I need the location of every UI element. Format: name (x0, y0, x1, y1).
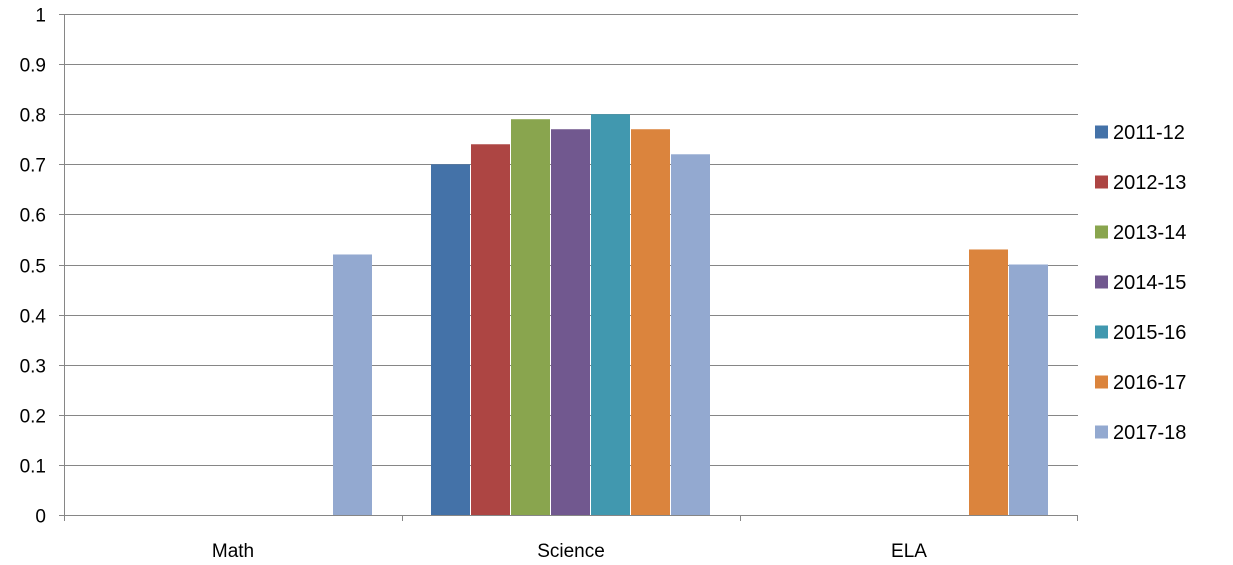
legend-swatch (1095, 375, 1108, 389)
category-label: Science (537, 541, 605, 562)
y-tick-label: 0.6 (20, 206, 46, 227)
bar-ela-2016-17 (969, 249, 1008, 515)
legend-swatch (1095, 125, 1108, 139)
bar-science-2015-16 (591, 114, 630, 515)
legend-label: 2016-17 (1113, 372, 1186, 394)
legend-label: 2017-18 (1113, 422, 1186, 444)
y-tick-label: 0 (35, 507, 46, 528)
legend-swatch (1095, 275, 1108, 289)
bar-math-2017-18 (333, 254, 372, 516)
legend-label: 2014-15 (1113, 272, 1186, 294)
bar-science-2012-13 (471, 144, 510, 515)
legend: 2011-12 2012-13 2013-14 2014-15 2015-16 2016-… (1095, 122, 1186, 444)
bars (333, 114, 1048, 516)
y-tick-label: 0.9 (20, 56, 46, 77)
y-tick-label: 0.7 (20, 156, 46, 177)
y-tick-labels: 0 0.1 0.2 0.3 0.4 0.5 0.6 0.7 0.8 0.9 1 (20, 6, 47, 528)
legend-label: 2013-14 (1113, 222, 1186, 244)
legend-label: 2015-16 (1113, 322, 1186, 344)
y-tick-label: 0.5 (20, 257, 46, 278)
y-tick-label: 0.4 (20, 307, 47, 328)
y-tick-label: 0.1 (20, 457, 46, 478)
axes (59, 14, 1078, 521)
y-tick-label: 0.2 (20, 407, 46, 428)
y-tick-label: 0.8 (20, 106, 46, 127)
bar-science-2014-15 (551, 129, 590, 516)
category-label: ELA (891, 541, 927, 562)
legend-label: 2011-12 (1113, 122, 1185, 144)
bar-science-2016-17 (631, 129, 670, 516)
legend-swatch (1095, 225, 1108, 239)
legend-swatch (1095, 325, 1108, 339)
legend-label: 2012-13 (1113, 172, 1186, 194)
y-tick-label: 0.3 (20, 357, 46, 378)
bar-science-2017-18 (671, 154, 710, 515)
bar-science-2011-12 (431, 164, 470, 516)
bar-ela-2017-18 (1009, 264, 1048, 515)
y-tick-label: 1 (35, 6, 46, 27)
legend-swatch (1095, 425, 1108, 439)
category-label: Math (212, 541, 254, 562)
bar-science-2013-14 (511, 119, 550, 516)
category-labels: Math Science ELA (212, 541, 927, 562)
legend-swatch (1095, 175, 1108, 189)
